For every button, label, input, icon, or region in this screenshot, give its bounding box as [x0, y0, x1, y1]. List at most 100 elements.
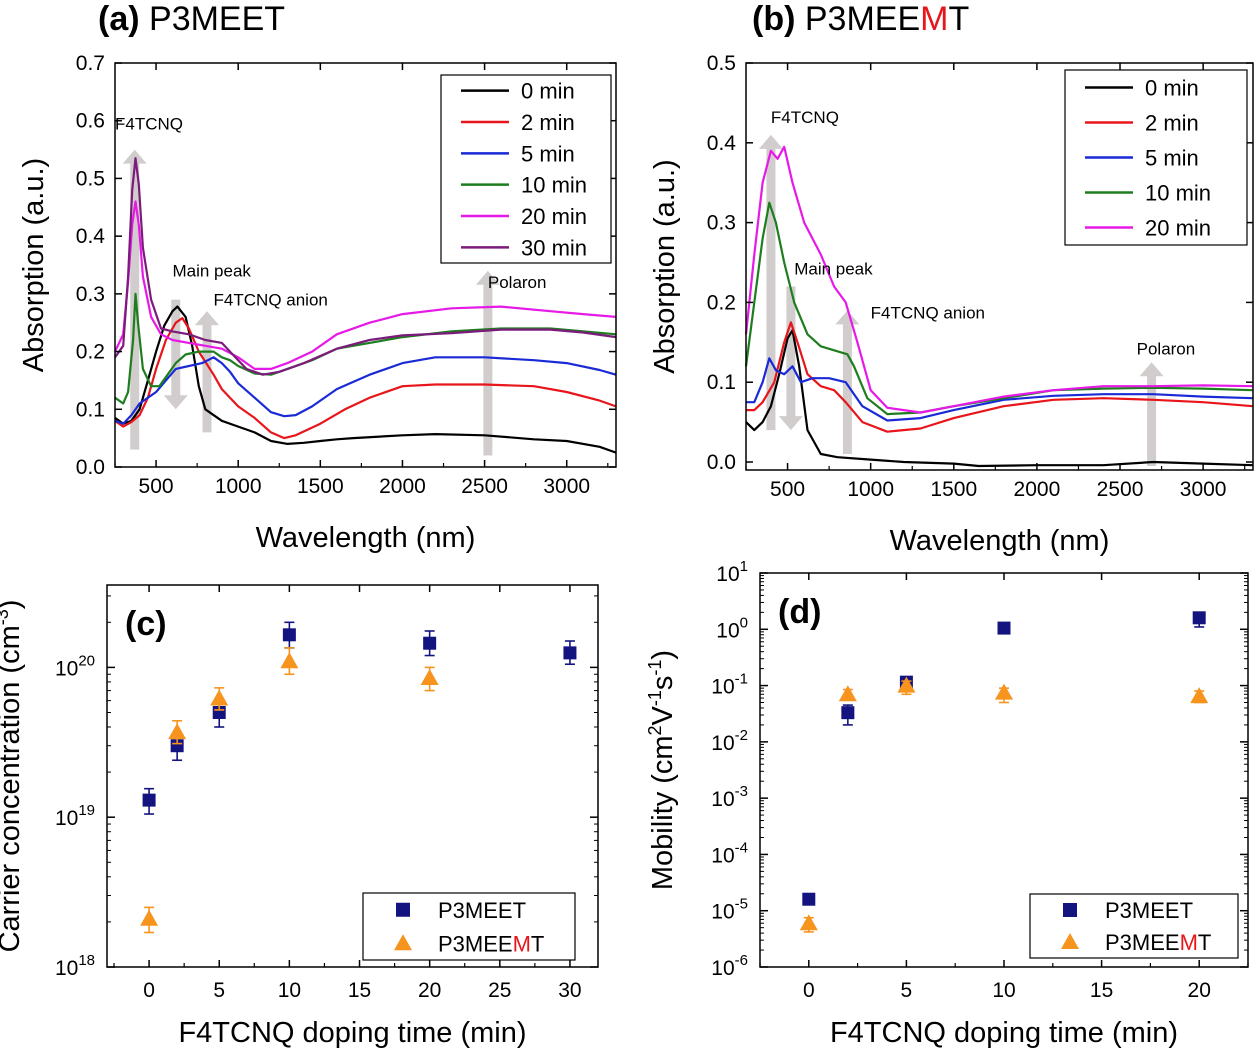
panel-d-mobility-chart: 0 5 10 15 20 101 100 10-1 10-2 10-3 10-4 10-5 10-6 F4… [645, 558, 1249, 1049]
y-tick-label: 101 [716, 558, 748, 586]
y-tick-label: 0.0 [707, 451, 736, 474]
data-point-P3MEET [142, 787, 156, 815]
legend-box [440, 74, 612, 264]
legend-marker [1063, 903, 1077, 917]
x-tick-label: 0 [143, 979, 155, 1002]
x-tick-label: 15 [348, 979, 371, 1002]
x-tick-label: 30 [558, 979, 581, 1002]
panel-label: (c) [125, 605, 167, 643]
data-point-P3MEEMT [1190, 687, 1209, 704]
x-axis-label: Wavelength (nm) [890, 525, 1110, 557]
x-axis-label: F4TCNQ doping time (min) [178, 1017, 526, 1049]
y-tick-label: 100 [716, 614, 748, 642]
annotation-arrow [1139, 362, 1164, 467]
data-point-P3MEEMT [210, 687, 229, 711]
y-tick-label: 1018 [55, 952, 95, 980]
legend-label: P3MEET [438, 898, 526, 923]
data-point-P3MEET [802, 892, 816, 906]
panel-label: (d) [778, 593, 821, 631]
legend-marker [394, 934, 412, 951]
x-tick-label: 10 [278, 979, 301, 1002]
panel-b-absorption-chart: F4TCNQ Main peak F4TCNQ anion Polaron 500 100… [649, 52, 1254, 557]
legend-label: 10 min [521, 173, 587, 198]
x-axis-label: Wavelength (nm) [256, 522, 476, 554]
data-point-P3MEET [423, 630, 437, 657]
x-tick-label: 20 [1188, 979, 1211, 1002]
legend-label: 20 min [1145, 216, 1211, 241]
legend-label: 2 min [521, 110, 575, 135]
x-tick-label: 10 [992, 979, 1015, 1002]
plot-frame [745, 62, 1254, 471]
x-tick-label: 2000 [379, 475, 426, 498]
x-tick-label: 2500 [461, 475, 508, 498]
panel-a-absorption-chart: F4TCNQ Main peak F4TCNQ anion Polaron 500 100… [18, 52, 617, 554]
data-point-P3MEEMT [995, 683, 1013, 704]
x-tick-label: 2000 [1014, 478, 1061, 501]
series-line-2-min [114, 317, 617, 440]
y-axis-label: Absorption (a.u.) [18, 158, 50, 372]
data-point-P3MEEMT [420, 666, 439, 692]
legend-label: 5 min [521, 141, 575, 166]
data-point-P3MEEMT [280, 647, 299, 676]
y-axis-label: Absorption (a.u.) [649, 159, 681, 373]
y-tick-label: 10-3 [711, 783, 748, 811]
series-line-10-min [744, 201, 1254, 416]
y-tick-label: 10-1 [711, 671, 748, 699]
y-tick-label: 0.2 [707, 291, 736, 314]
x-tick-label: 1500 [297, 475, 344, 498]
y-tick-label: 10-2 [711, 727, 748, 755]
data-point-P3MEET [841, 704, 855, 726]
panel-a-title: (a) P3MEET [98, 0, 285, 38]
annotation-label: F4TCNQ anion [871, 303, 985, 322]
y-tick-label: 0.0 [76, 456, 105, 479]
annotation-label: F4TCNQ [115, 114, 183, 133]
annotation-label: F4TCNQ anion [214, 290, 328, 309]
x-tick-label: 3000 [1180, 478, 1227, 501]
y-tick-label: 10-6 [711, 952, 748, 980]
x-tick-label: 500 [770, 478, 805, 501]
x-tick-label: 2500 [1097, 478, 1144, 501]
annotation-label: Polaron [1137, 339, 1196, 358]
data-point-P3MEET [563, 640, 577, 666]
annotation-arrow [163, 299, 188, 410]
y-tick-label: 10-4 [711, 839, 748, 867]
legend-label: 30 min [521, 235, 587, 260]
series-line-0-min [114, 305, 617, 454]
x-tick-label: 500 [139, 475, 174, 498]
y-tick-label: 0.5 [707, 52, 736, 75]
legend-label: P3MEEMT [1105, 930, 1211, 955]
legend: P3MEET P3MEEMT [362, 892, 576, 961]
legend-label: 20 min [521, 204, 587, 229]
data-point-P3MEET [1192, 611, 1206, 628]
y-tick-label: 0.4 [707, 132, 737, 155]
series-line-5-min [746, 357, 1254, 422]
plot-frame [106, 584, 599, 968]
y-tick-label: 0.7 [76, 52, 105, 75]
series-line-20-min [744, 145, 1254, 414]
series-line-2-min [746, 321, 1254, 433]
x-tick-label: 20 [418, 979, 441, 1002]
y-tick-label: 0.1 [707, 371, 736, 394]
annotation-arrow [475, 270, 500, 456]
series-line-0-min [745, 329, 1254, 468]
annotation-label: Polaron [488, 273, 547, 292]
x-tick-label: 15 [1090, 979, 1113, 1002]
data-point-P3MEEMT [838, 685, 857, 702]
y-tick-label: 0.5 [76, 167, 105, 190]
y-tick-label: 0.3 [707, 212, 736, 235]
data-point-P3MEEMT [168, 720, 187, 745]
x-tick-label: 1500 [930, 478, 977, 501]
data-point-P3MEET [282, 621, 296, 649]
legend: 0 min 2 min 5 min 10 min 20 min [1064, 69, 1248, 246]
legend-label: P3MEET [1105, 898, 1193, 923]
data-point-P3MEEMT [140, 906, 159, 934]
x-tick-label: 0 [803, 979, 815, 1002]
legend-marker [1061, 933, 1079, 949]
y-axis-label: Carrier concentration (cm-3) [0, 600, 26, 953]
y-tick-label: 0.2 [76, 341, 105, 364]
y-tick-label: 10-5 [711, 896, 748, 924]
y-tick-label: 1019 [55, 802, 95, 830]
y-tick-label: 0.3 [76, 283, 105, 306]
data-point-P3MEET [997, 621, 1011, 635]
